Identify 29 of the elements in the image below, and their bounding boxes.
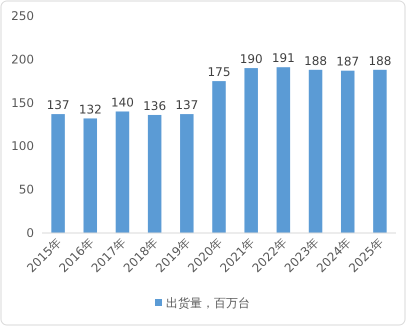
data-label: 187 (336, 54, 360, 69)
bar (116, 111, 130, 233)
data-label: 190 (240, 52, 263, 66)
y-tick-label: 250 (11, 9, 34, 23)
data-label: 191 (272, 51, 295, 66)
y-tick-label: 100 (11, 139, 34, 154)
y-tick-label: 0 (26, 226, 34, 240)
y-tick-label: 150 (11, 96, 34, 110)
y-tick-label: 50 (18, 182, 34, 197)
y-tick-label: 200 (11, 52, 34, 66)
data-label: 188 (304, 54, 327, 68)
data-label: 188 (368, 54, 392, 68)
data-label: 136 (143, 98, 166, 113)
bar (212, 81, 226, 233)
bar (308, 70, 322, 233)
bar (340, 70, 354, 233)
bar (180, 114, 194, 233)
bar (51, 114, 65, 233)
bar (84, 118, 98, 233)
bar (148, 114, 162, 233)
bar (373, 70, 387, 233)
data-label: 137 (46, 98, 70, 112)
data-label: 140 (111, 95, 134, 110)
bar (244, 68, 258, 233)
legend-label: 出货量，百万台 (166, 296, 250, 310)
bar (276, 67, 290, 233)
data-label: 132 (78, 102, 102, 116)
data-label: 175 (208, 65, 230, 80)
data-label: 137 (175, 98, 198, 112)
